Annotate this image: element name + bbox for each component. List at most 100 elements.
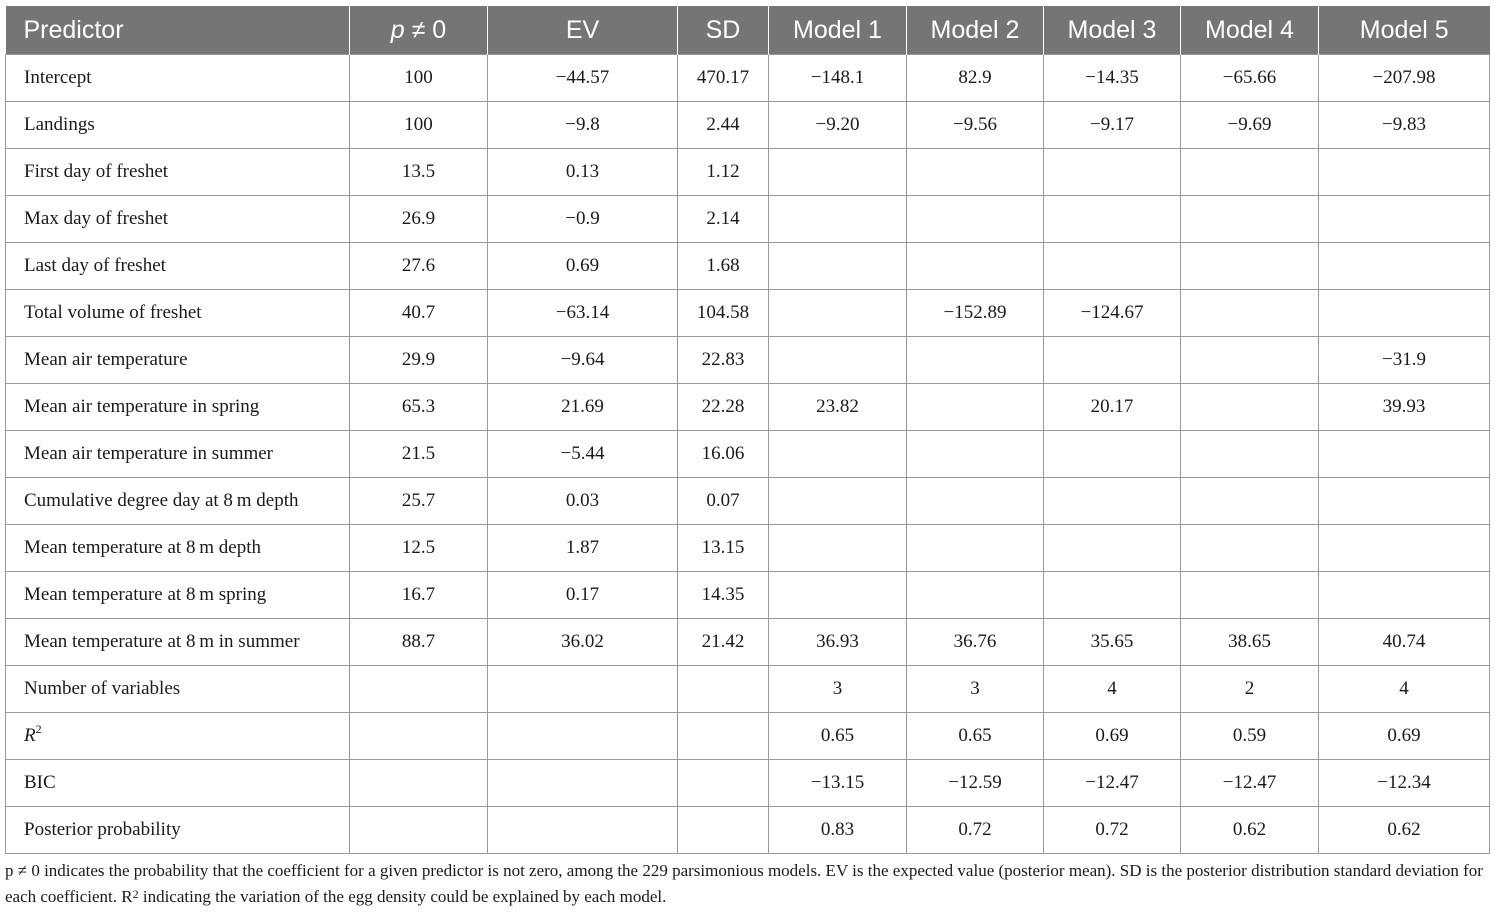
value-cell: 1.87 xyxy=(487,524,678,572)
value-cell: 0.83 xyxy=(768,806,907,854)
table-body: Intercept 100 −44.57 470.17 −148.1 82.9 −14.35… xyxy=(5,54,1490,854)
table-row: Total volume of freshet 40.7 −63.14 104.58 −… xyxy=(5,289,1490,337)
value-cell: 14.35 xyxy=(677,571,769,619)
value-cell xyxy=(1180,195,1319,243)
value-cell xyxy=(1043,477,1181,525)
predictor-cell: Total volume of freshet xyxy=(5,289,350,337)
value-cell xyxy=(349,806,488,854)
value-cell xyxy=(1180,477,1319,525)
table-row: BIC −13.15 −12.59 −12.47 −12.47 −12.34 xyxy=(5,759,1490,807)
value-cell: 36.02 xyxy=(487,618,678,666)
value-cell: 0.69 xyxy=(487,242,678,290)
value-cell xyxy=(487,759,678,807)
predictor-cell: Intercept xyxy=(5,54,350,102)
value-cell: −0.9 xyxy=(487,195,678,243)
value-cell xyxy=(906,430,1044,478)
value-cell: 36.76 xyxy=(906,618,1044,666)
value-cell xyxy=(349,712,488,760)
table-row: Intercept 100 −44.57 470.17 −148.1 82.9 −14.35… xyxy=(5,54,1490,102)
value-cell xyxy=(1043,524,1181,572)
value-cell xyxy=(349,665,488,713)
value-cell: 21.69 xyxy=(487,383,678,431)
value-cell: 104.58 xyxy=(677,289,769,337)
value-cell: 0.62 xyxy=(1180,806,1319,854)
value-cell: 0.72 xyxy=(1043,806,1181,854)
value-cell xyxy=(1318,477,1490,525)
value-cell: −9.20 xyxy=(768,101,907,149)
value-cell: 2.44 xyxy=(677,101,769,149)
value-cell: −9.69 xyxy=(1180,101,1319,149)
value-cell: 82.9 xyxy=(906,54,1044,102)
table-row: Landings 100 −9.8 2.44 −9.20 −9.56 −9.17 −9.69−… xyxy=(5,101,1490,149)
value-cell: 0.65 xyxy=(906,712,1044,760)
predictor-cell: BIC xyxy=(5,759,350,807)
value-cell: 29.9 xyxy=(349,336,488,384)
value-cell xyxy=(768,524,907,572)
value-cell xyxy=(1318,524,1490,572)
value-cell: 12.5 xyxy=(349,524,488,572)
value-cell xyxy=(1180,524,1319,572)
value-cell: 27.6 xyxy=(349,242,488,290)
value-cell xyxy=(1318,242,1490,290)
table-row: Mean air temperature 29.9 −9.64 22.83 −31.9 xyxy=(5,336,1490,384)
value-cell: −63.14 xyxy=(487,289,678,337)
value-cell: −12.34 xyxy=(1318,759,1490,807)
value-cell xyxy=(487,712,678,760)
value-cell xyxy=(768,289,907,337)
predictor-cell: R2 xyxy=(5,712,350,760)
table-row: First day of freshet 13.5 0.13 1.12 xyxy=(5,148,1490,196)
predictor-cell: Mean temperature at 8 m in summer xyxy=(5,618,350,666)
value-cell: 16.7 xyxy=(349,571,488,619)
value-cell: 22.28 xyxy=(677,383,769,431)
value-cell: −9.8 xyxy=(487,101,678,149)
value-cell xyxy=(906,148,1044,196)
value-cell: 4 xyxy=(1043,665,1181,713)
value-cell: −124.67 xyxy=(1043,289,1181,337)
value-cell: 0.03 xyxy=(487,477,678,525)
column-header: Model 1 xyxy=(768,6,907,55)
value-cell xyxy=(768,195,907,243)
value-cell: 21.42 xyxy=(677,618,769,666)
predictor-cell: Mean temperature at 8 m depth xyxy=(5,524,350,572)
value-cell: 16.06 xyxy=(677,430,769,478)
value-cell: 36.93 xyxy=(768,618,907,666)
value-cell: −9.83 xyxy=(1318,101,1490,149)
predictor-cell: Mean air temperature in spring xyxy=(5,383,350,431)
value-cell xyxy=(1318,430,1490,478)
value-cell: 88.7 xyxy=(349,618,488,666)
value-cell: −12.59 xyxy=(906,759,1044,807)
value-cell: 1.68 xyxy=(677,242,769,290)
value-cell xyxy=(1180,383,1319,431)
value-cell: −14.35 xyxy=(1043,54,1181,102)
predictor-cell: Mean temperature at 8 m spring xyxy=(5,571,350,619)
table-row: Mean air temperature in summer 21.5 −5.44 1… xyxy=(5,430,1490,478)
value-cell xyxy=(487,806,678,854)
value-cell xyxy=(1043,195,1181,243)
value-cell xyxy=(677,806,769,854)
predictor-cell: Mean air temperature in summer xyxy=(5,430,350,478)
value-cell xyxy=(768,242,907,290)
value-cell: 3 xyxy=(768,665,907,713)
value-cell xyxy=(1043,336,1181,384)
value-cell: 0.07 xyxy=(677,477,769,525)
value-cell xyxy=(1180,242,1319,290)
value-cell: −5.44 xyxy=(487,430,678,478)
table-row: Max day of freshet 26.9 −0.9 2.14 xyxy=(5,195,1490,243)
column-header: Model 3 xyxy=(1043,6,1181,55)
value-cell xyxy=(768,571,907,619)
column-header: Model 5 xyxy=(1318,6,1490,55)
value-cell xyxy=(906,195,1044,243)
column-header: p ≠ 0 xyxy=(349,6,488,55)
value-cell: −12.47 xyxy=(1180,759,1319,807)
value-cell: −65.66 xyxy=(1180,54,1319,102)
column-header: Predictor xyxy=(5,6,350,55)
predictor-cell: Cumulative degree day at 8 m depth xyxy=(5,477,350,525)
value-cell: 0.17 xyxy=(487,571,678,619)
value-cell: 0.65 xyxy=(768,712,907,760)
value-cell xyxy=(677,759,769,807)
table-row: Mean temperature at 8 m in summer 88.7 36.… xyxy=(5,618,1490,666)
value-cell: 40.74 xyxy=(1318,618,1490,666)
value-cell: −9.64 xyxy=(487,336,678,384)
value-cell: 2.14 xyxy=(677,195,769,243)
